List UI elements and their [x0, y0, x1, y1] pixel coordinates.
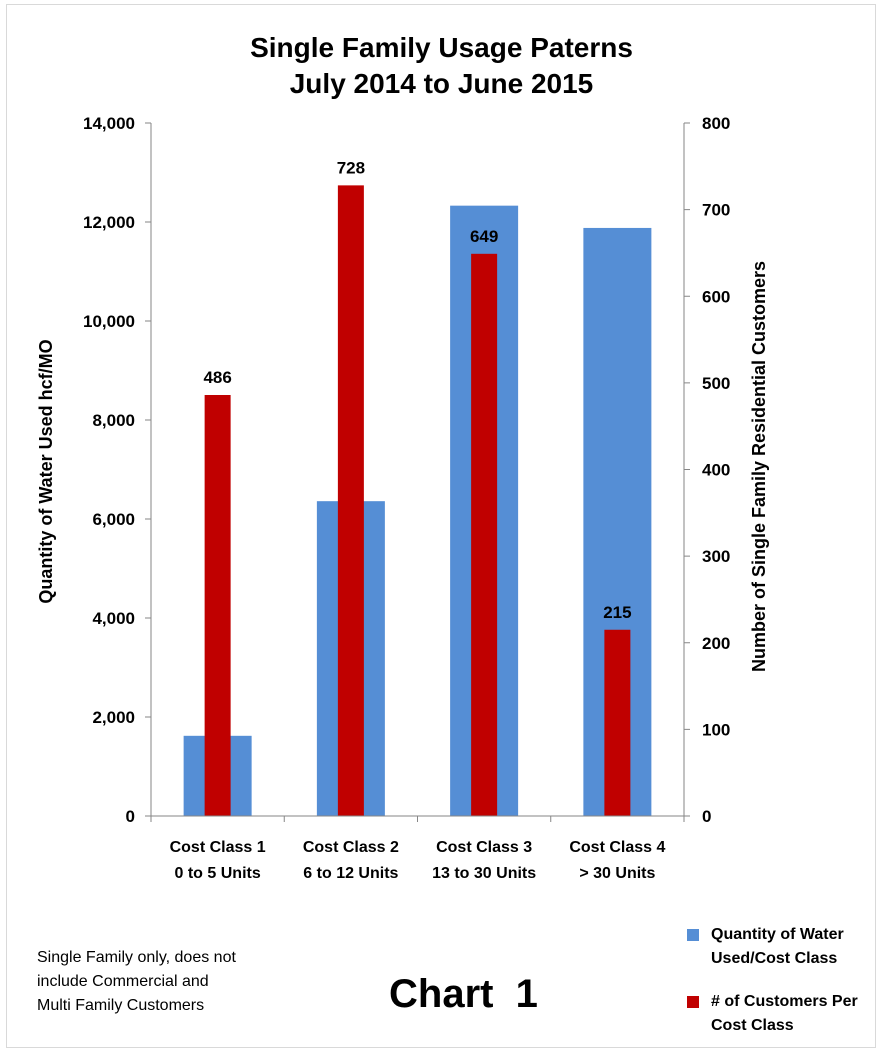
- y-axis-title: Quantity of Water Used hcf/MO: [36, 339, 56, 603]
- legend-label-customers-line-2: Cost Class: [711, 1017, 794, 1034]
- bar-customers-4: [604, 629, 631, 816]
- y-tick-label: 10,000: [83, 312, 135, 331]
- legend-label-customers: # of Customers Per Cost Class: [711, 990, 881, 1038]
- y2-tick-label: 0: [702, 807, 711, 826]
- legend-label-water-line-2: Used/Cost Class: [711, 950, 838, 967]
- y-tick-label: 14,000: [83, 114, 135, 133]
- legend-swatch-customers: [687, 996, 699, 1008]
- legend-label-water: Quantity of Water Used/Cost Class: [711, 923, 881, 971]
- data-label-customers-3: 649: [470, 227, 498, 246]
- chart-frame: [6, 4, 876, 1048]
- y-tick-label: 0: [126, 807, 135, 826]
- legend-item-water: Quantity of Water Used/Cost Class: [687, 923, 877, 973]
- data-label-customers-2: 728: [337, 158, 365, 177]
- y2-tick-label: 700: [702, 201, 730, 220]
- y2-tick-label: 800: [702, 114, 730, 133]
- y2-tick-label: 100: [702, 720, 730, 739]
- y2-tick-label: 600: [702, 287, 730, 306]
- footnote: Single Family only, does not include Com…: [37, 946, 287, 1018]
- legend-item-customers: # of Customers Per Cost Class: [687, 990, 877, 1040]
- y2-tick-label: 200: [702, 634, 730, 653]
- x-category-sublabel: 6 to 12 Units: [303, 865, 398, 882]
- footnote-line-1: Single Family only, does not: [37, 949, 236, 966]
- legend-label-customers-line-1: # of Customers Per: [711, 993, 858, 1010]
- x-category-sublabel: 13 to 30 Units: [432, 865, 536, 882]
- bar-customers-1: [204, 395, 231, 816]
- legend-label-water-line-1: Quantity of Water: [711, 926, 844, 943]
- bar-customers-3: [471, 253, 498, 816]
- data-label-customers-1: 486: [203, 368, 231, 387]
- chart-title-line-1: Single Family Usage Paterns: [250, 32, 633, 63]
- y2-tick-label: 300: [702, 547, 730, 566]
- x-category-label: Cost Class 2: [303, 839, 399, 856]
- x-category-sublabel: 0 to 5 Units: [175, 865, 261, 882]
- y2-tick-label: 400: [702, 461, 730, 480]
- data-label-customers-4: 215: [603, 603, 631, 622]
- x-category-label: Cost Class 4: [569, 839, 665, 856]
- y-tick-label: 12,000: [83, 213, 135, 232]
- chart-title-line-2: July 2014 to June 2015: [289, 68, 594, 99]
- y-tick-label: 6,000: [92, 510, 135, 529]
- y-tick-label: 2,000: [92, 708, 135, 727]
- bar-customers-2: [337, 185, 364, 816]
- legend-swatch-water: [687, 929, 699, 941]
- y-tick-label: 8,000: [92, 411, 135, 430]
- x-category-label: Cost Class 1: [170, 839, 266, 856]
- x-category-sublabel: > 30 Units: [579, 865, 655, 882]
- x-category-label: Cost Class 3: [436, 839, 532, 856]
- y-tick-label: 4,000: [92, 609, 135, 628]
- footnote-line-2: include Commercial and: [37, 973, 209, 990]
- chart-caption: Chart 1: [389, 972, 538, 1016]
- y2-axis-title: Number of Single Family Residential Cust…: [749, 261, 769, 672]
- footnote-line-3: Multi Family Customers: [37, 997, 205, 1014]
- y2-tick-label: 500: [702, 374, 730, 393]
